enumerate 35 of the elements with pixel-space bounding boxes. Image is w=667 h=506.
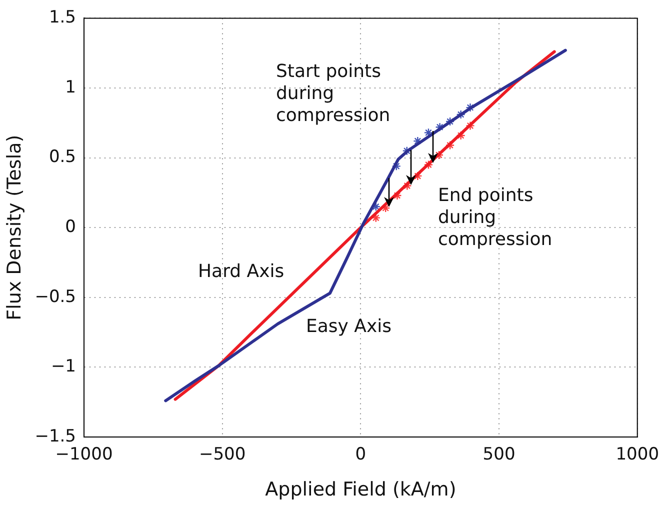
y-tick-label: 0 <box>65 217 76 238</box>
y-tick-label: 1.5 <box>48 8 76 28</box>
point <box>392 162 401 171</box>
y-tick-label: −0.5 <box>34 286 76 307</box>
y-tick-label: 0.5 <box>48 147 76 168</box>
point <box>466 102 475 112</box>
y-axis-title: Flux Density (Tesla) <box>3 134 26 320</box>
point <box>402 146 412 156</box>
series-label: Easy Axis <box>306 316 392 338</box>
x-tick-label: 0 <box>355 444 366 465</box>
series-label: Hard Axis <box>198 261 286 283</box>
point <box>435 122 444 132</box>
x-tick-label: −500 <box>198 444 246 465</box>
point <box>402 181 412 190</box>
series-label: End points during compression <box>438 185 554 251</box>
y-tick-label: −1.5 <box>34 426 76 446</box>
point <box>413 136 422 146</box>
y-tick-label: 1 <box>65 77 76 98</box>
point <box>456 110 466 120</box>
point <box>424 160 434 170</box>
point <box>466 121 475 130</box>
x-tick-label: 500 <box>482 444 516 465</box>
point <box>392 190 402 200</box>
point <box>445 116 455 126</box>
point <box>413 171 422 181</box>
x-axis-title: Applied Field (kA/m) <box>265 478 456 501</box>
x-tick-label: 1000 <box>616 444 659 465</box>
point <box>380 203 390 213</box>
series-label: Start points during compression <box>276 61 392 127</box>
point <box>424 128 434 138</box>
y-tick-label: −1 <box>50 356 76 377</box>
x-tick-label: −1000 <box>55 444 113 465</box>
point <box>445 140 455 150</box>
point <box>434 150 444 160</box>
point <box>456 130 466 140</box>
